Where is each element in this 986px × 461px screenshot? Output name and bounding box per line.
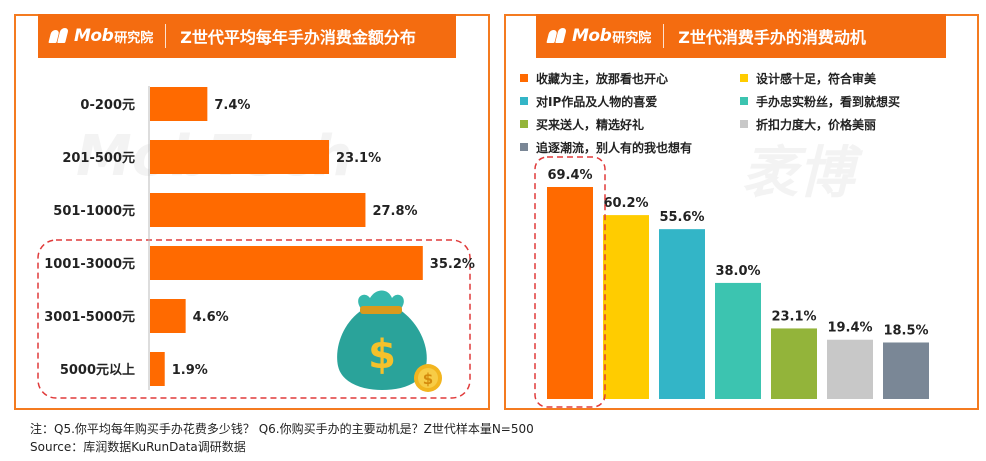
legend-swatch xyxy=(520,97,528,105)
legend-item: 买来送人，精选好礼 xyxy=(520,114,740,134)
left-panel-header: Mob 研究院 Z世代平均每年手办消费金额分布 xyxy=(38,14,456,58)
data-label: 1.9% xyxy=(172,363,208,378)
bar xyxy=(659,229,705,399)
bar xyxy=(827,339,873,399)
footnote: 注：Q5.你平均每年购买手办花费多少钱？ Q6.你购买手办的主要动机是？Z世代样… xyxy=(30,422,534,436)
legend-label: 追逐潮流，别人有的我也想有 xyxy=(536,140,693,155)
category-label: 1001-3000元 xyxy=(44,257,135,272)
right-chart-panel: Mob 研究院 Z世代消费手办的消费动机 袤博 收藏为主，放那看也开心 设计感十足… xyxy=(504,14,979,410)
data-label: 23.1% xyxy=(771,309,816,324)
legend-label: 收藏为主，放那看也开心 xyxy=(536,71,669,86)
data-label: 55.6% xyxy=(659,210,704,225)
category-label: 201-500元 xyxy=(62,151,135,166)
legend-label: 对IP作品及人物的喜爱 xyxy=(536,94,658,109)
mob-logo: Mob 研究院 xyxy=(536,14,651,58)
logo-brand: Mob xyxy=(74,26,114,46)
legend-swatch xyxy=(740,120,748,128)
legend-swatch xyxy=(520,120,528,128)
category-label: 501-1000元 xyxy=(53,204,135,219)
bar xyxy=(150,299,186,333)
bar xyxy=(150,246,423,280)
legend-swatch xyxy=(740,97,748,105)
legend-item: 折扣力度大，价格美丽 xyxy=(740,114,960,134)
legend-item: 设计感十足，符合审美 xyxy=(740,68,960,88)
right-panel-header: Mob 研究院 Z世代消费手办的消费动机 xyxy=(536,14,946,58)
header-separator xyxy=(663,24,665,48)
legend-label: 手办忠实粉丝，看到就想买 xyxy=(756,94,901,109)
data-label: 60.2% xyxy=(603,196,648,211)
data-label: 38.0% xyxy=(715,264,760,279)
bar xyxy=(150,193,366,227)
chart-legend: 收藏为主，放那看也开心 设计感十足，符合审美对IP作品及人物的喜爱 手办忠实粉丝，看… xyxy=(520,68,960,157)
legend-item: 手办忠实粉丝，看到就想买 xyxy=(740,91,960,111)
data-label: 7.4% xyxy=(214,98,250,113)
bar xyxy=(150,140,330,174)
data-label: 4.6% xyxy=(193,310,229,325)
category-label: 0-200元 xyxy=(80,98,135,113)
data-label: 69.4% xyxy=(547,168,592,183)
legend-item: 追逐潮流，别人有的我也想有 xyxy=(520,137,740,157)
horizontal-bar-chart: $ $ 0-200元 7.4% 201-500元 23.1% 501-1000元 27.8… xyxy=(37,86,475,399)
logo-brand-sub: 研究院 xyxy=(612,30,652,46)
bar xyxy=(883,342,929,399)
legend-label: 折扣力度大，价格美丽 xyxy=(756,117,877,132)
dollar-coin-icon: $ xyxy=(414,364,442,392)
source-note: Source：库润数据KuRunData调研数据 xyxy=(30,440,246,454)
money-bag-icon: $ xyxy=(337,290,427,390)
data-label: 23.1% xyxy=(336,151,381,166)
legend-item: 对IP作品及人物的喜爱 xyxy=(520,91,740,111)
header-separator xyxy=(165,24,167,48)
logo-brand: Mob xyxy=(572,26,612,46)
category-label: 3001-5000元 xyxy=(44,310,135,325)
legend-item: 收藏为主，放那看也开心 xyxy=(520,68,740,88)
legend-label: 买来送人，精选好礼 xyxy=(536,117,645,132)
svg-text:$: $ xyxy=(368,332,396,378)
data-label: 35.2% xyxy=(430,257,475,272)
data-label: 19.4% xyxy=(827,321,872,336)
bar xyxy=(150,352,165,386)
data-label: 18.5% xyxy=(883,323,928,338)
left-chart-panel: Mob 研究院 Z世代平均每年手办消费金额分布 MobTech $ $ 0-20… xyxy=(14,14,490,410)
bar xyxy=(715,282,761,399)
logo-brand-sub: 研究院 xyxy=(114,30,154,46)
bar xyxy=(771,328,817,399)
legend-swatch xyxy=(520,143,528,151)
legend-swatch xyxy=(520,74,528,82)
right-chart-title: Z世代消费手办的消费动机 xyxy=(678,28,866,47)
legend-label: 设计感十足，符合审美 xyxy=(756,71,877,86)
bar xyxy=(150,87,208,121)
left-chart-title: Z世代平均每年手办消费金额分布 xyxy=(180,28,416,47)
mob-logo: Mob 研究院 xyxy=(38,14,153,58)
bar xyxy=(547,187,593,399)
svg-text:$: $ xyxy=(423,370,433,388)
bar xyxy=(603,215,649,399)
data-label: 27.8% xyxy=(372,204,417,219)
highlight-box xyxy=(534,156,606,408)
legend-swatch xyxy=(740,74,748,82)
category-label: 5000元以上 xyxy=(60,363,135,378)
highlight-box xyxy=(37,239,471,399)
vertical-bar-chart: 69.4% 60.2% 55.6% 38.0% 23.1% 19.4% 18.5% xyxy=(534,156,929,408)
